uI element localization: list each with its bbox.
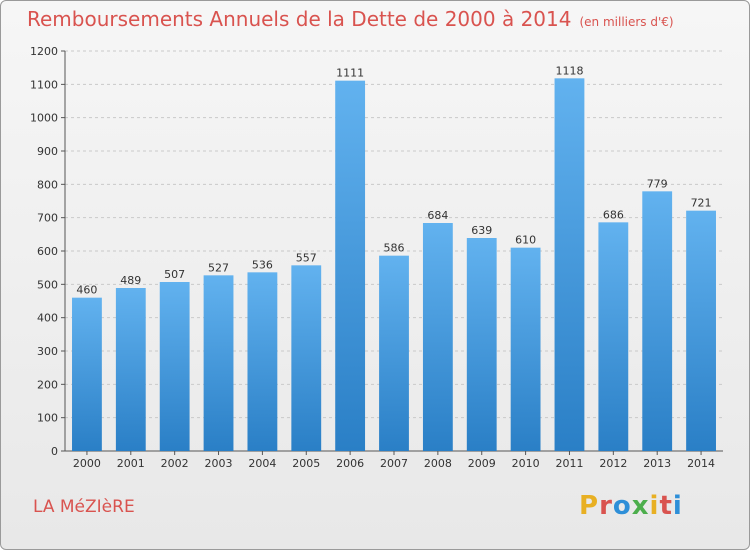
bar-2008 [422, 223, 453, 451]
x-tick-label-2004: 2004 [248, 457, 276, 470]
x-tick-label-2003: 2003 [205, 457, 233, 470]
axes: 0 100 200 300 400 500 600 700 800 900 1000 1100 1200… [30, 45, 723, 470]
bar-2013 [642, 191, 673, 452]
value-label-2006: 1111 [336, 67, 364, 80]
x-tick-label-2009: 2009 [468, 457, 496, 470]
logo-letter: i [649, 491, 660, 521]
bar-2004 [247, 272, 278, 451]
value-label-2007: 586 [384, 242, 405, 255]
bar-2002 [159, 282, 190, 451]
bar-2012 [598, 222, 629, 451]
x-tick-label-2014: 2014 [687, 457, 715, 470]
logo-letter: r [599, 491, 613, 521]
x-tick-label-2001: 2001 [117, 457, 145, 470]
value-label-2004: 536 [252, 258, 273, 271]
chart-subtitle: (en milliers d'€) [579, 15, 674, 29]
bar-2011 [554, 78, 585, 451]
y-tick-label: 0 [51, 445, 58, 458]
x-tick-label-2006: 2006 [336, 457, 364, 470]
y-tick-label: 100 [37, 412, 58, 425]
bar-2005 [291, 265, 322, 451]
value-label-2000: 460 [76, 284, 97, 297]
y-tick-label: 600 [37, 245, 58, 258]
bar-2007 [379, 255, 409, 451]
x-tick-label-2012: 2012 [599, 457, 627, 470]
value-label-2001: 489 [120, 274, 141, 287]
logo-letter: i [672, 491, 683, 521]
x-tick-label-2005: 2005 [292, 457, 320, 470]
bar-2006 [335, 80, 366, 452]
logo-letter: t [659, 491, 673, 521]
logo-letter: P [579, 491, 600, 521]
bars [72, 78, 716, 452]
value-labels: 460 489 507 527 536 557 1111 586 684 639 610 1118 68… [76, 64, 711, 296]
town-name: LA MéZIèRE [33, 497, 135, 517]
value-label-2005: 557 [296, 251, 317, 264]
chart-title-text: Remboursements Annuels de la Dette de 20… [27, 7, 572, 31]
bar-2001 [115, 288, 146, 451]
value-label-2012: 686 [603, 208, 624, 221]
y-tick-label: 800 [37, 178, 58, 191]
value-label-2003: 527 [208, 261, 229, 274]
value-label-2010: 610 [515, 234, 536, 247]
y-tick-label: 700 [37, 212, 58, 225]
y-tick-label: 1000 [30, 112, 58, 125]
y-tick-label: 300 [37, 345, 58, 358]
x-tick-label-2010: 2010 [512, 457, 540, 470]
bar-2010 [510, 247, 541, 451]
value-label-2013: 779 [647, 177, 668, 190]
y-tick-label: 500 [37, 278, 58, 291]
bar-2009 [466, 238, 497, 451]
bar-2014 [686, 210, 716, 451]
x-tick-label-2008: 2008 [424, 457, 452, 470]
value-label-2008: 684 [427, 209, 448, 222]
value-label-2011: 1118 [555, 64, 583, 77]
x-tick-label-2013: 2013 [643, 457, 671, 470]
y-tick-label: 900 [37, 145, 58, 158]
chart-title: Remboursements Annuels de la Dette de 20… [27, 7, 674, 31]
y-tick-label: 400 [37, 312, 58, 325]
bar-2003 [203, 275, 234, 451]
x-tick-label-2007: 2007 [380, 457, 408, 470]
y-tick-label: 1200 [30, 45, 58, 58]
proxiti-logo[interactable]: Proxiti [579, 491, 683, 521]
value-label-2009: 639 [471, 224, 492, 237]
value-label-2002: 507 [164, 268, 185, 281]
x-tick-label-2002: 2002 [161, 457, 189, 470]
x-tick-label-2011: 2011 [555, 457, 583, 470]
value-label-2014: 721 [691, 197, 712, 210]
x-tick-label-2000: 2000 [73, 457, 101, 470]
y-tick-label: 1100 [30, 78, 58, 91]
y-tick-label: 200 [37, 378, 58, 391]
logo-letter: o [612, 491, 632, 521]
logo-letter: x [631, 491, 650, 521]
bar-2000 [72, 297, 102, 451]
